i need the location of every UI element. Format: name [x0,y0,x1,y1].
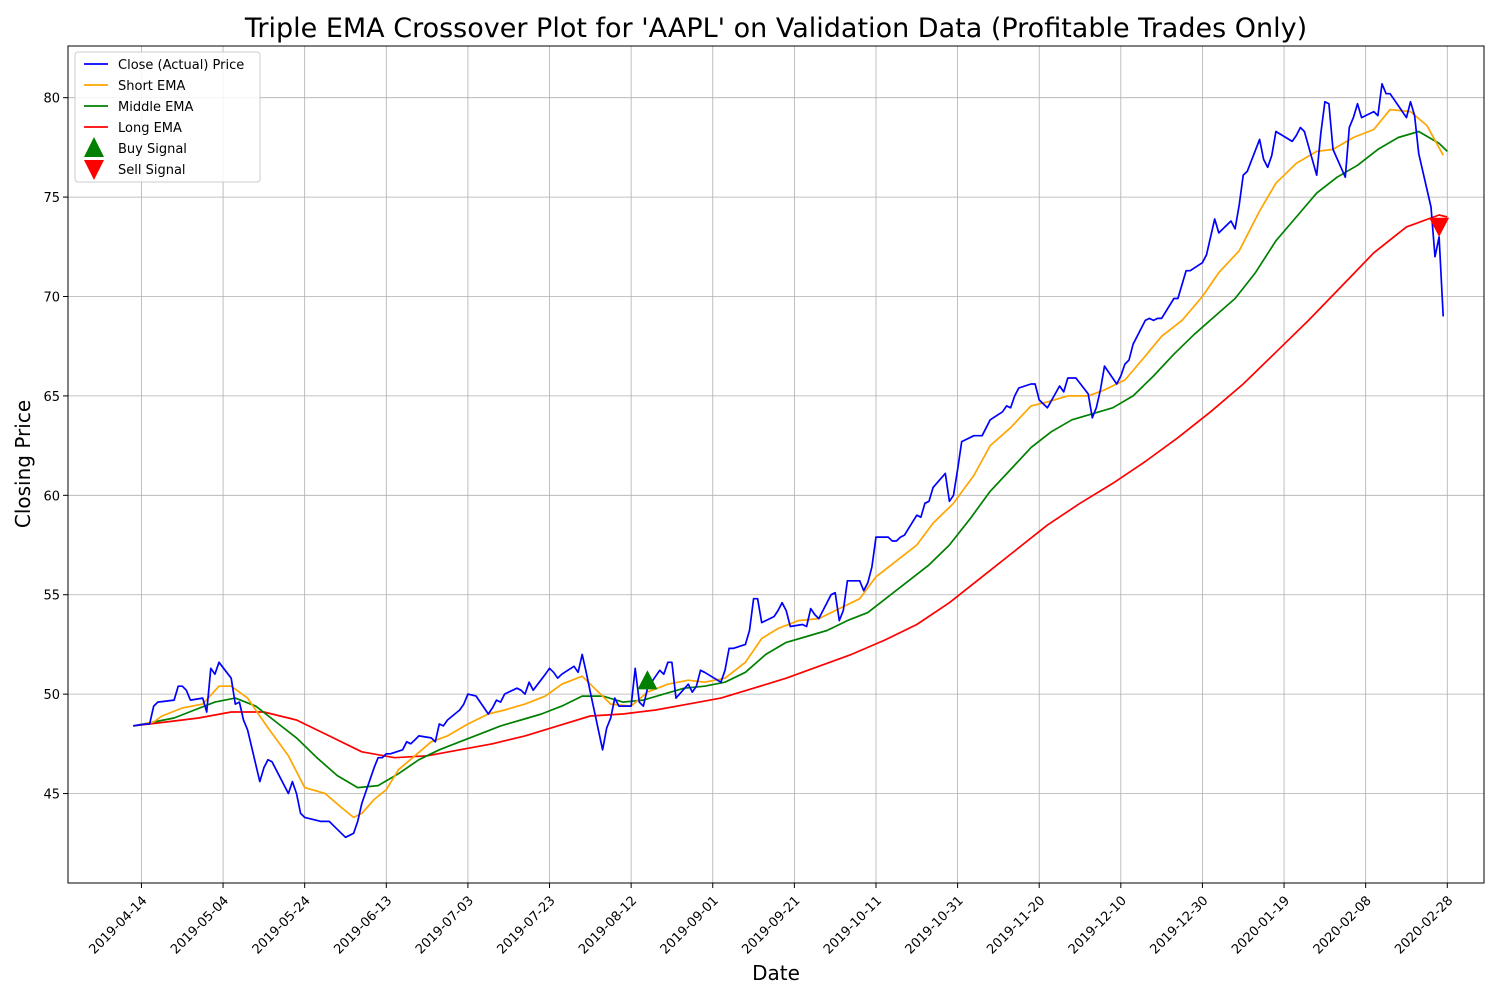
y-tick-label: 80 [43,92,60,107]
y-tick-label: 65 [43,390,60,405]
sell-signal-marker [1429,217,1450,237]
y-axis: 45 50 55 60 65 70 75 80 [43,92,68,803]
y-tick-label: 45 [43,788,60,803]
long-series-line [133,214,1448,759]
legend-swatch-sell [84,160,104,180]
short-series-line [133,108,1444,819]
y-tick-label: 75 [43,191,60,206]
legend-label: Close (Actual) Price [118,58,244,73]
legend-label: Buy Signal [118,142,187,157]
legend-label: Sell Signal [118,163,186,178]
legend: Close (Actual) Price Short EMA Middle EMA L… [74,51,261,183]
legend-label: Short EMA [118,79,185,94]
y-tick-label: 70 [43,291,60,306]
signal-markers [637,217,1450,690]
y-axis-label: Closing Price [11,400,35,528]
legend-label: Long EMA [118,121,182,136]
legend-swatch-buy [84,137,104,157]
series-layer [133,82,1448,839]
y-tick-label: 55 [43,589,60,604]
legend-box [74,51,261,183]
y-tick-label: 60 [43,489,60,504]
x-axis-label: Date [752,961,800,985]
close-series-line [133,82,1445,839]
chart-title: Triple EMA Crossover Plot for 'AAPL' on … [244,13,1307,44]
y-tick-label: 50 [43,688,60,703]
middle-series-line [133,130,1448,789]
plot-frame [67,45,1485,884]
legend-label: Middle EMA [118,100,194,115]
buy-signal-marker [637,670,658,690]
